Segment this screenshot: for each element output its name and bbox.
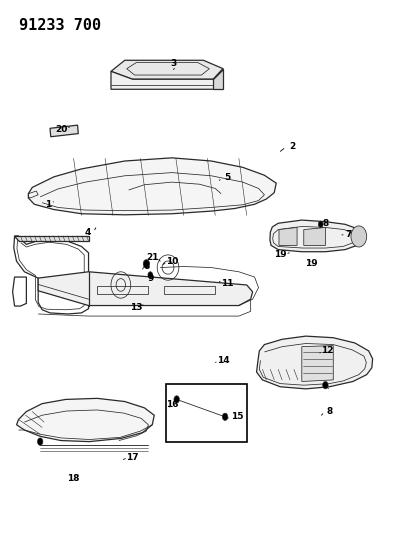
Text: 10: 10 <box>166 257 178 266</box>
Text: 18: 18 <box>67 474 80 483</box>
Text: 21: 21 <box>146 253 158 262</box>
Polygon shape <box>50 125 78 137</box>
Polygon shape <box>14 236 89 241</box>
Text: 9: 9 <box>147 273 154 282</box>
Text: 2: 2 <box>289 142 295 151</box>
Text: 20: 20 <box>55 125 67 134</box>
Text: 7: 7 <box>346 230 352 239</box>
Text: 12: 12 <box>321 346 334 356</box>
Circle shape <box>148 272 153 278</box>
Text: 4: 4 <box>84 228 91 237</box>
Text: 17: 17 <box>126 453 139 462</box>
Polygon shape <box>38 272 253 305</box>
Polygon shape <box>302 345 333 382</box>
Text: 1: 1 <box>45 200 51 209</box>
Text: 15: 15 <box>231 413 243 421</box>
Polygon shape <box>257 336 373 389</box>
Circle shape <box>38 438 43 445</box>
Text: 19: 19 <box>274 250 286 259</box>
Text: 91233 700: 91233 700 <box>18 18 101 33</box>
Circle shape <box>323 382 328 389</box>
Polygon shape <box>111 60 223 79</box>
Text: 19: 19 <box>305 259 318 268</box>
Text: 5: 5 <box>224 173 230 182</box>
Polygon shape <box>304 228 326 245</box>
Text: 13: 13 <box>130 303 143 312</box>
Circle shape <box>351 226 367 247</box>
Polygon shape <box>270 220 361 252</box>
Text: 3: 3 <box>171 59 177 68</box>
Circle shape <box>143 260 150 268</box>
Circle shape <box>222 413 228 421</box>
Polygon shape <box>111 69 223 90</box>
Polygon shape <box>28 158 276 215</box>
Text: 14: 14 <box>217 356 229 365</box>
Text: 16: 16 <box>166 400 178 409</box>
Polygon shape <box>279 228 297 245</box>
Text: 11: 11 <box>221 279 233 288</box>
Text: 6: 6 <box>143 262 150 271</box>
Text: 8: 8 <box>326 407 332 416</box>
Polygon shape <box>16 398 154 442</box>
Polygon shape <box>213 69 223 90</box>
Bar <box>166 384 247 442</box>
Circle shape <box>174 395 180 403</box>
Text: 8: 8 <box>322 219 328 228</box>
Circle shape <box>318 221 323 228</box>
